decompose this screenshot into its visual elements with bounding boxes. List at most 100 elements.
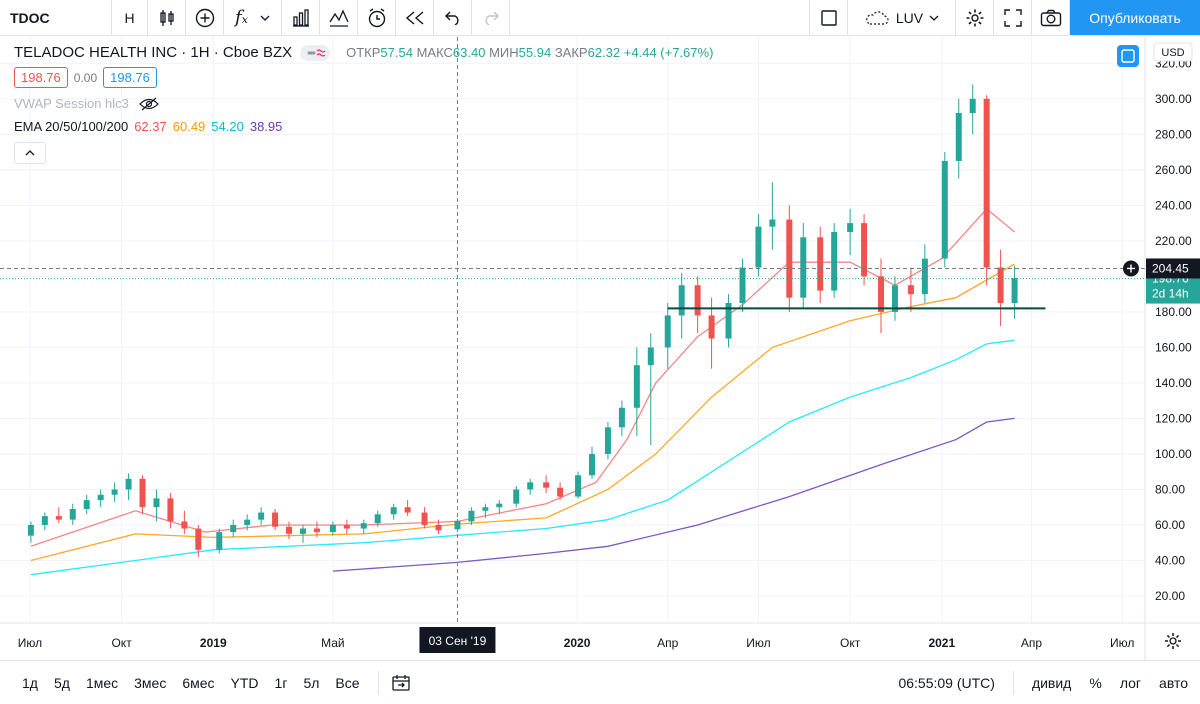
- ema20-value: 62.37: [134, 119, 167, 134]
- high-label: МАКС: [416, 45, 453, 60]
- candle-body: [69, 508, 76, 520]
- candle-body: [230, 524, 237, 533]
- ema100-value: 54.20: [211, 119, 244, 134]
- crosshair-date-badge: [419, 627, 496, 653]
- price-tick-label: 280.00: [1155, 127, 1192, 141]
- close-value: 62.32: [587, 45, 621, 60]
- range-5d-button[interactable]: 5д: [53, 674, 70, 691]
- range-1d-button[interactable]: 1д: [22, 674, 38, 691]
- interval-button[interactable]: H: [112, 0, 148, 35]
- alert-clock-icon[interactable]: [358, 0, 396, 35]
- candle-body: [513, 489, 520, 504]
- candle-body: [468, 510, 475, 522]
- percent-toggle[interactable]: %: [1089, 675, 1102, 691]
- redo-icon[interactable]: [472, 0, 510, 35]
- symbol-search-button[interactable]: TDOC: [0, 0, 112, 35]
- buy-price-box[interactable]: 198.76: [103, 67, 157, 88]
- candle-body: [633, 365, 640, 408]
- currency-label: USD: [1161, 47, 1184, 59]
- candle-body: [755, 226, 762, 268]
- publish-button[interactable]: Опубликовать: [1070, 0, 1200, 35]
- open-label: ОТКР: [346, 45, 381, 60]
- spread-value: 0.00: [73, 70, 98, 85]
- candle-body: [111, 489, 118, 495]
- range-ytd-button[interactable]: YTD: [230, 674, 259, 691]
- candles-icon[interactable]: [148, 0, 186, 35]
- candle-body: [374, 514, 381, 524]
- dividends-toggle[interactable]: дивид: [1031, 675, 1072, 691]
- chart-background: [0, 37, 1200, 660]
- gear-teeth: [1165, 633, 1181, 649]
- candle-body: [921, 258, 928, 295]
- auto-scale-toggle[interactable]: авто: [1159, 675, 1188, 691]
- range-3m-button[interactable]: 3мес: [134, 674, 167, 691]
- gear-icon[interactable]: [956, 0, 994, 35]
- time-tick-label: Апр: [1021, 636, 1043, 650]
- legend-collapse-button[interactable]: [14, 142, 46, 164]
- candle-body: [647, 347, 654, 366]
- time-tick-label: Окт: [111, 636, 132, 650]
- range-1m-button[interactable]: 1мес: [85, 674, 119, 691]
- log-toggle[interactable]: лог: [1119, 675, 1142, 691]
- candle-body: [969, 98, 976, 114]
- vwap-label: VWAP Session hlc3: [14, 96, 129, 111]
- candle-body: [847, 223, 854, 232]
- range-all-button[interactable]: Все: [335, 674, 360, 691]
- candle-body: [496, 503, 503, 508]
- price-chart[interactable]: 20.00 40.00 60.00 80.00 100.00 120.00 140.00 16…: [0, 37, 1200, 660]
- indicators-button[interactable]: fₓ: [224, 0, 282, 35]
- range-1y-button[interactable]: 1г: [274, 674, 288, 691]
- chevron-down-icon: [260, 15, 270, 21]
- candle-body: [604, 427, 611, 454]
- candle-body: [618, 407, 625, 428]
- time-tick-label: Июл: [18, 636, 42, 650]
- price-tick-label: 80.00: [1155, 482, 1185, 496]
- eye-hidden-icon[interactable]: [139, 97, 159, 111]
- undo-icon[interactable]: [434, 0, 472, 35]
- cloud-icon: [866, 10, 889, 25]
- fullscreen-icon[interactable]: [994, 0, 1032, 35]
- replay-icon[interactable]: [396, 0, 434, 35]
- close-label: ЗАКР: [554, 45, 588, 60]
- price-axis-background: [1145, 37, 1200, 660]
- change-value: +4.44 (+7.67%): [623, 45, 714, 60]
- candle-body: [800, 237, 807, 298]
- fullscreen-select-icon[interactable]: [810, 0, 848, 35]
- time-tick-label: Апр: [657, 636, 679, 650]
- vwap-indicator-row[interactable]: VWAP Session hlc3: [14, 96, 713, 111]
- layout-name: LUV: [895, 9, 924, 26]
- currency-badge: [1153, 42, 1193, 62]
- candle-body: [97, 494, 104, 501]
- candle-body: [769, 219, 776, 227]
- candle-body: [258, 512, 265, 520]
- time-tick-label: 2020: [564, 636, 591, 650]
- candle-body: [588, 453, 595, 476]
- sell-price-box[interactable]: 198.76: [14, 67, 68, 88]
- ema-indicator-row[interactable]: EMA 20/50/100/200 62.37 60.49 54.20 38.9…: [14, 119, 713, 134]
- price-tick-label: 120.00: [1155, 411, 1192, 425]
- price-tick-label: 240.00: [1155, 198, 1192, 212]
- range-6m-button[interactable]: 6мес: [182, 674, 215, 691]
- market-status-badge[interactable]: [300, 44, 331, 61]
- layout-menu-button[interactable]: LUV: [848, 0, 956, 35]
- candle-body: [421, 512, 428, 525]
- clock-time[interactable]: 06:55:09 (UTC): [898, 675, 995, 691]
- time-tick-label: Май: [321, 636, 345, 650]
- bottom-toolbar: 1д 5д 1мес 3мес 6мес YTD 1г 5л Все 06:55…: [0, 660, 1200, 704]
- chevron-up-icon: [25, 150, 35, 156]
- bar-chart-icon[interactable]: [282, 0, 320, 35]
- candle-body: [694, 285, 701, 316]
- templates-icon[interactable]: [320, 0, 358, 35]
- candle-body: [272, 512, 279, 527]
- goto-date-icon[interactable]: [391, 673, 411, 693]
- camera-icon[interactable]: [1032, 0, 1070, 35]
- compare-add-icon[interactable]: [186, 0, 224, 35]
- candle-body: [983, 98, 990, 268]
- range-5y-button[interactable]: 5л: [303, 674, 320, 691]
- candle-body: [454, 520, 461, 530]
- low-value: 55.94: [518, 45, 552, 60]
- candle-body: [83, 500, 90, 509]
- high-value: 63.40: [452, 45, 486, 60]
- countdown-label: 2d 14h: [1152, 287, 1189, 301]
- candle-body: [739, 267, 746, 304]
